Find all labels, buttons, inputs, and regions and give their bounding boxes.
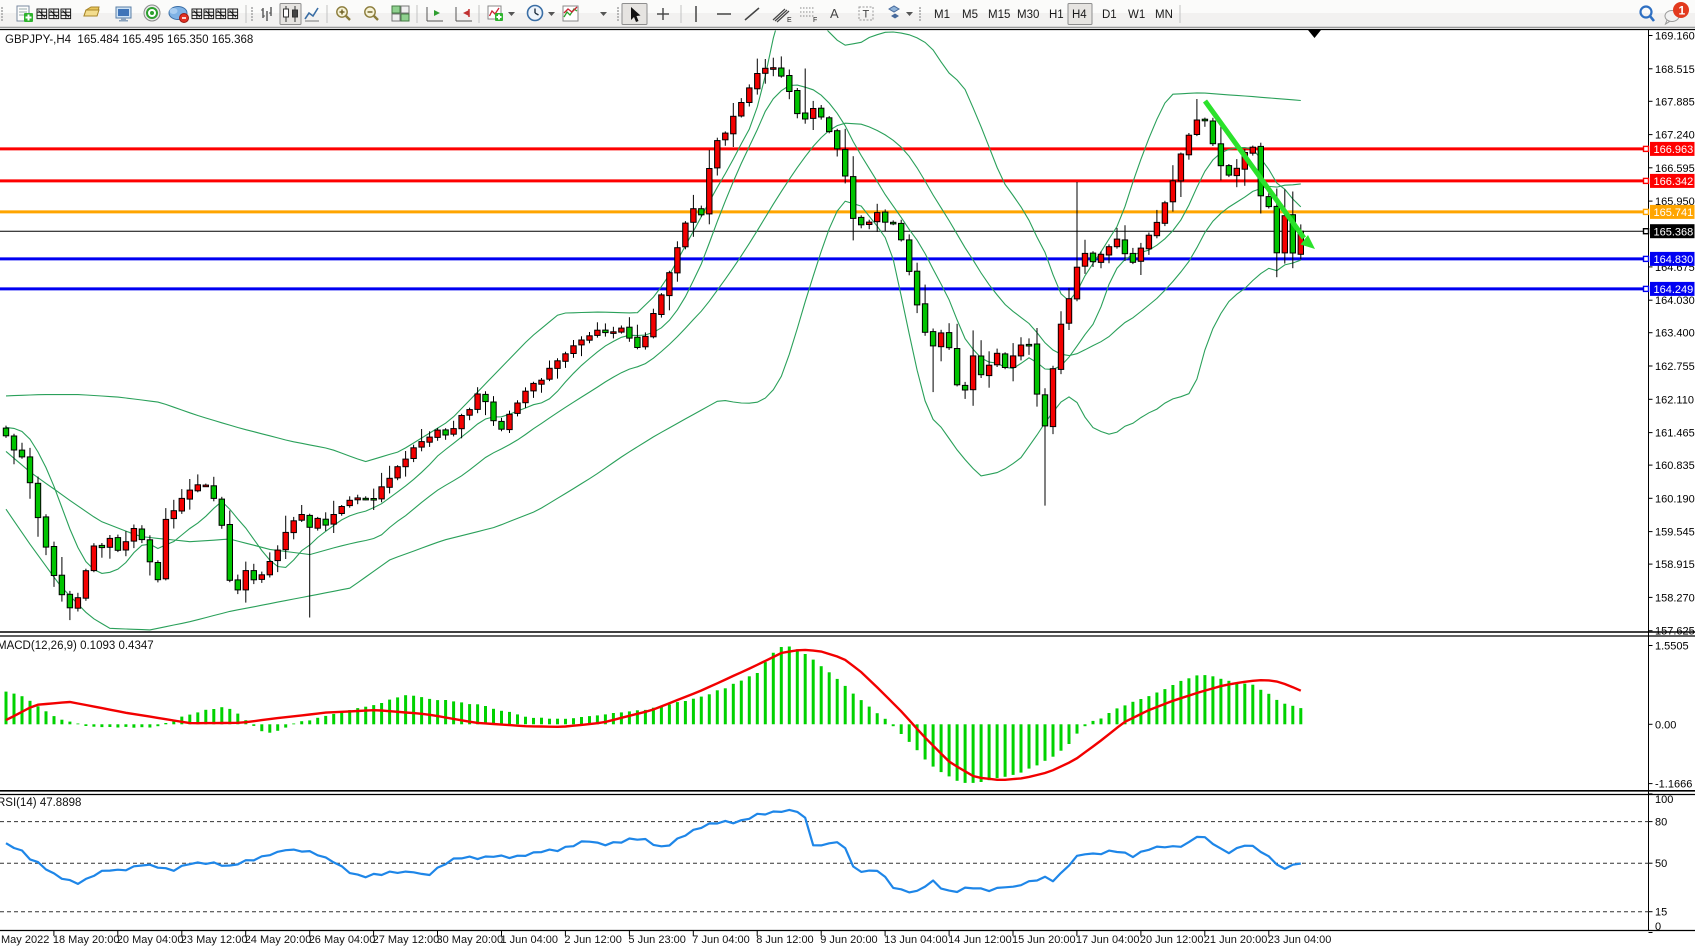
svg-text:165.741: 165.741 [1654, 207, 1694, 219]
svg-text:20 May 04:00: 20 May 04:00 [117, 934, 184, 946]
svg-text:RSI(14) 47.8898: RSI(14) 47.8898 [0, 797, 81, 809]
svg-text:162.110: 162.110 [1655, 394, 1694, 406]
svg-text:27 May 12:00: 27 May 12:00 [373, 934, 440, 946]
svg-text:166.342: 166.342 [1654, 176, 1694, 188]
svg-text:18 May 20:00: 18 May 20:00 [53, 934, 120, 946]
svg-text:168.515: 168.515 [1655, 64, 1695, 76]
svg-text:MACD(12,26,9) 0.1093 0.4347: MACD(12,26,9) 0.1093 0.4347 [0, 640, 154, 652]
svg-text:80: 80 [1655, 817, 1667, 829]
svg-text:20 Jun 12:00: 20 Jun 12:00 [1140, 934, 1204, 946]
svg-text:165.368: 165.368 [1654, 226, 1694, 238]
svg-text:15: 15 [1655, 907, 1667, 919]
svg-text:T: T [863, 9, 870, 21]
svg-text:E: E [787, 17, 792, 24]
svg-text:M15: M15 [988, 9, 1010, 21]
svg-text:164.249: 164.249 [1654, 284, 1694, 296]
svg-text:17 Jun 04:00: 17 Jun 04:00 [1076, 934, 1140, 946]
svg-text:5 Jun 23:00: 5 Jun 23:00 [628, 934, 686, 946]
svg-text:100: 100 [1655, 794, 1673, 806]
svg-text:13 Jun 04:00: 13 Jun 04:00 [884, 934, 948, 946]
svg-text:23 Jun 04:00: 23 Jun 04:00 [1268, 934, 1332, 946]
svg-text:24 May 20:00: 24 May 20:00 [245, 934, 312, 946]
svg-text:H1: H1 [1049, 9, 1064, 21]
svg-text:23 May 12:00: 23 May 12:00 [181, 934, 248, 946]
svg-text:157.625: 157.625 [1655, 626, 1695, 638]
svg-text:161.465: 161.465 [1655, 428, 1695, 440]
svg-text:26 May 04:00: 26 May 04:00 [309, 934, 376, 946]
svg-text:M30: M30 [1017, 9, 1039, 21]
svg-text:159.545: 159.545 [1655, 527, 1695, 539]
svg-text:14 Jun 12:00: 14 Jun 12:00 [948, 934, 1012, 946]
svg-text:8 Jun 12:00: 8 Jun 12:00 [756, 934, 814, 946]
svg-text:158.915: 158.915 [1655, 559, 1695, 571]
svg-text:1 Jun 04:00: 1 Jun 04:00 [501, 934, 559, 946]
svg-text:GBPJPY-,H4 165.484 165.495 16: GBPJPY-,H4 165.484 165.495 165.350 165.3… [5, 34, 253, 46]
svg-text:167.240: 167.240 [1655, 130, 1695, 142]
svg-text:F: F [813, 17, 817, 24]
svg-text:21 Jun 20:00: 21 Jun 20:00 [1204, 934, 1268, 946]
svg-text:MN: MN [1155, 9, 1173, 21]
svg-text:2 Jun 12:00: 2 Jun 12:00 [564, 934, 622, 946]
svg-text:169.160: 169.160 [1655, 31, 1695, 43]
svg-text:167.885: 167.885 [1655, 96, 1695, 108]
svg-text:May 2022: May 2022 [1, 934, 49, 946]
svg-text:D1: D1 [1102, 9, 1117, 21]
svg-text:158.270: 158.270 [1655, 592, 1695, 604]
svg-text:A: A [830, 6, 839, 21]
svg-text:W1: W1 [1128, 9, 1145, 21]
svg-text:162.755: 162.755 [1655, 361, 1695, 373]
svg-text:M1: M1 [934, 9, 950, 21]
svg-text:0.00: 0.00 [1655, 719, 1676, 731]
svg-text:0: 0 [1655, 921, 1661, 933]
svg-text:H4: H4 [1072, 9, 1087, 21]
svg-text:50: 50 [1655, 858, 1667, 870]
svg-text:166.963: 166.963 [1654, 144, 1694, 156]
svg-text:7 Jun 04:00: 7 Jun 04:00 [692, 934, 750, 946]
svg-text:163.400: 163.400 [1655, 328, 1695, 340]
svg-text:160.835: 160.835 [1655, 460, 1695, 472]
svg-text:15 Jun 20:00: 15 Jun 20:00 [1012, 934, 1076, 946]
svg-text:9 Jun 20:00: 9 Jun 20:00 [820, 934, 878, 946]
svg-text:160.190: 160.190 [1655, 493, 1695, 505]
svg-text:164.830: 164.830 [1654, 254, 1694, 266]
svg-text:166.595: 166.595 [1655, 163, 1695, 175]
svg-text:164.030: 164.030 [1655, 295, 1695, 307]
svg-text:-1.1666: -1.1666 [1655, 779, 1692, 791]
svg-text:1.5505: 1.5505 [1655, 641, 1689, 653]
svg-text:30 May 20:00: 30 May 20:00 [437, 934, 504, 946]
svg-text:1: 1 [1679, 4, 1686, 18]
svg-text:M5: M5 [962, 9, 978, 21]
